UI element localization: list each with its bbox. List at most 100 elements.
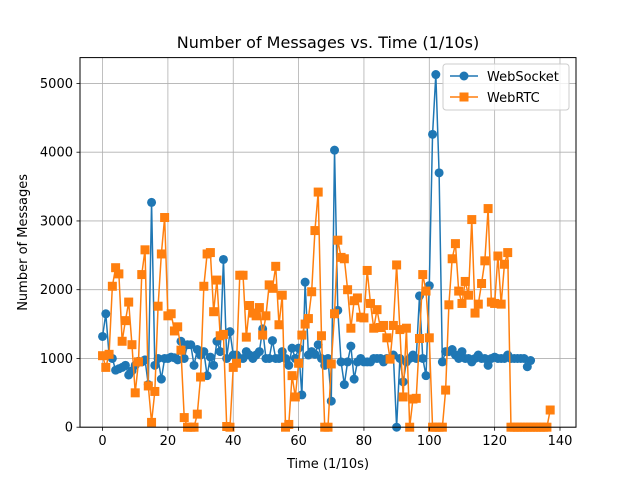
data-point-webrtc [313, 187, 323, 197]
data-point-websocket [294, 343, 304, 353]
data-point-websocket [349, 374, 359, 384]
data-point-webrtc [450, 239, 460, 249]
data-point-websocket [316, 353, 326, 363]
data-point-webrtc [392, 260, 402, 270]
data-point-webrtc [153, 301, 163, 311]
data-point-websocket [215, 347, 225, 357]
chart-title: Number of Messages vs. Time (1/10s) [177, 33, 479, 52]
data-point-webrtc [326, 359, 336, 369]
data-point-webrtc [499, 259, 509, 269]
data-point-websocket [205, 352, 215, 362]
data-point-webrtc [333, 235, 343, 245]
data-point-webrtc [444, 300, 454, 310]
data-point-webrtc [362, 265, 372, 275]
data-point-websocket [434, 168, 444, 178]
data-point-webrtc [245, 301, 255, 311]
data-point-webrtc [150, 386, 160, 396]
data-point-webrtc [111, 263, 121, 273]
x-tick-label: 60 [290, 434, 307, 449]
data-point-websocket [421, 371, 431, 381]
data-point-webrtc [418, 270, 428, 280]
data-point-webrtc [297, 330, 307, 340]
data-point-webrtc [385, 354, 395, 364]
data-point-websocket [147, 197, 157, 207]
data-point-webrtc [473, 299, 483, 309]
data-point-webrtc [493, 251, 503, 261]
data-point-webrtc [130, 388, 140, 398]
data-point-webrtc [339, 254, 349, 264]
data-point-webrtc [143, 381, 153, 391]
data-point-webrtc [414, 334, 424, 344]
data-point-webrtc [238, 270, 248, 280]
x-tick-label: 80 [356, 434, 373, 449]
data-point-webrtc [480, 256, 490, 266]
data-point-websocket [313, 340, 323, 350]
y-axis-label: Number of Messages [16, 174, 31, 311]
data-point-webrtc [467, 215, 477, 225]
data-point-webrtc [173, 322, 183, 332]
data-point-webrtc [232, 358, 242, 368]
data-point-webrtc [294, 358, 304, 368]
data-point-webrtc [176, 345, 186, 355]
y-tick-label: 3000 [40, 214, 73, 229]
x-tick-label: 40 [225, 434, 242, 449]
data-point-websocket [287, 343, 297, 353]
data-point-webrtc [401, 323, 411, 333]
data-point-websocket [437, 357, 447, 367]
data-point-websocket [120, 360, 130, 370]
data-point-webrtc [395, 325, 405, 335]
data-point-webrtc [477, 279, 487, 289]
y-tick-label: 5000 [40, 77, 73, 92]
data-point-webrtc [483, 204, 493, 214]
data-point-webrtc [359, 313, 369, 323]
data-point-websocket [267, 336, 277, 346]
data-point-websocket [526, 356, 536, 366]
data-point-webrtc [124, 297, 134, 307]
data-point-websocket [186, 340, 196, 350]
data-point-websocket [454, 353, 464, 363]
data-point-webrtc [447, 254, 457, 264]
data-point-webrtc [316, 331, 326, 341]
data-point-webrtc [470, 308, 480, 318]
x-tick-label: 20 [160, 434, 177, 449]
data-point-webrtc [372, 305, 382, 315]
data-point-webrtc [382, 333, 392, 343]
data-point-webrtc [117, 336, 127, 346]
legend-label-websocket: WebSocket [487, 70, 559, 85]
data-point-webrtc [411, 393, 421, 403]
data-point-webrtc [421, 286, 431, 296]
data-point-webrtc [271, 261, 281, 271]
data-point-websocket [428, 129, 438, 139]
data-point-websocket [480, 353, 490, 363]
data-point-webrtc [160, 213, 170, 223]
data-point-websocket [264, 353, 274, 363]
x-tick-label: 140 [548, 434, 573, 449]
x-axis-label: Time (1/10s) [286, 457, 369, 472]
data-point-webrtc [261, 311, 271, 321]
x-tick-label: 100 [417, 434, 442, 449]
data-point-webrtc [114, 269, 124, 279]
data-point-websocket [418, 353, 428, 363]
data-point-webrtc [388, 320, 398, 330]
data-point-webrtc [196, 372, 206, 382]
legend-marker-webrtc [459, 92, 469, 102]
data-point-websocket [98, 331, 108, 341]
y-tick-label: 1000 [40, 352, 73, 367]
data-point-websocket [457, 347, 467, 357]
data-point-webrtc [352, 293, 362, 303]
data-point-websocket [274, 353, 284, 363]
data-point-webrtc [503, 248, 513, 258]
data-point-websocket [156, 374, 166, 384]
data-point-webrtc [258, 330, 268, 340]
data-point-webrtc [460, 276, 470, 286]
data-point-websocket [284, 360, 294, 370]
data-point-webrtc [441, 385, 451, 395]
x-tick-label: 120 [482, 434, 507, 449]
data-point-webrtc [166, 309, 176, 319]
data-point-webrtc [254, 303, 264, 313]
data-point-webrtc [290, 392, 300, 402]
data-point-websocket [326, 396, 336, 406]
data-point-websocket [218, 254, 228, 264]
data-point-webrtc [346, 323, 356, 333]
data-point-webrtc [140, 245, 150, 255]
